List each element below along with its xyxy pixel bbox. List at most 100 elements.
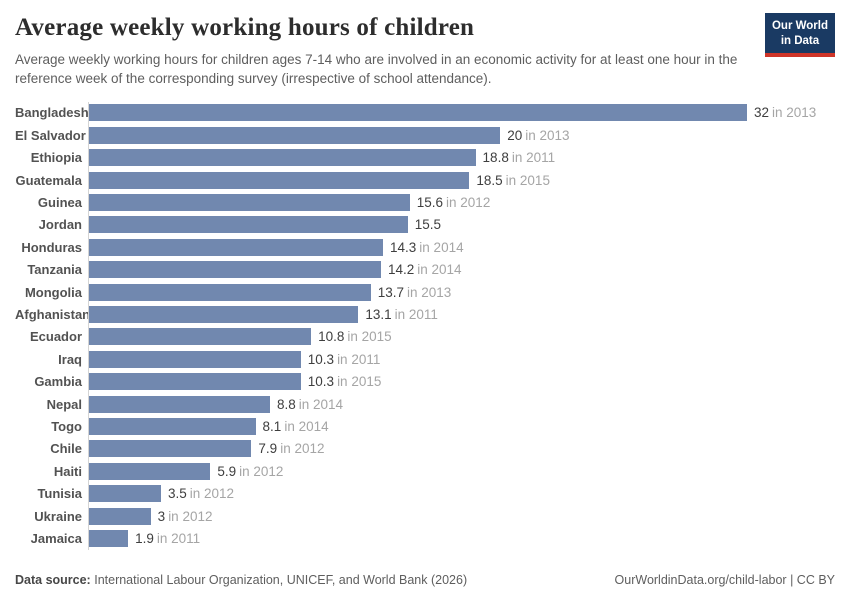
chart-row: Afghanistan 13.1 in 2011 bbox=[15, 303, 835, 326]
value-label: 18.5 bbox=[476, 172, 503, 188]
bar[interactable] bbox=[89, 283, 371, 301]
year-label: in 2014 bbox=[284, 418, 329, 434]
value-label: 13.7 bbox=[377, 284, 404, 300]
owid-logo-line1: Our World bbox=[771, 20, 828, 32]
value-label: 10.3 bbox=[307, 374, 335, 390]
chart-row: Ukraine 3 in 2012 bbox=[15, 504, 835, 528]
country-label: Ukraine bbox=[34, 508, 82, 524]
value-label: 10.8 bbox=[318, 329, 345, 345]
bar[interactable] bbox=[89, 462, 211, 480]
footer-link[interactable]: OurWorldinData.org/child-labor | CC BY bbox=[614, 573, 835, 587]
value-label: 1.9 bbox=[135, 530, 154, 546]
chart-row: Haiti 5.9 in 2012 bbox=[15, 460, 835, 483]
value-annotation: 10.8 in 2015 bbox=[318, 329, 392, 344]
value-annotation: 10.3 in 2011 bbox=[308, 352, 381, 367]
bar[interactable] bbox=[89, 440, 252, 458]
value-annotation: 15.6 in 2012 bbox=[417, 195, 491, 210]
value-annotation: 32 in 2013 bbox=[754, 105, 816, 120]
bar-track: 8.8 in 2014 bbox=[88, 392, 835, 416]
bar-track: 7.9 in 2012 bbox=[88, 437, 835, 461]
bar-track: 13.7 in 2013 bbox=[88, 280, 835, 304]
bar-track: 10.3 in 2011 bbox=[88, 348, 835, 371]
value-label: 15.6 bbox=[416, 195, 444, 211]
bar[interactable] bbox=[89, 485, 161, 503]
country-label: Ethiopia bbox=[30, 150, 82, 166]
bar-track: 5.9 in 2012 bbox=[88, 460, 835, 483]
bar[interactable] bbox=[89, 216, 408, 234]
bar[interactable] bbox=[89, 350, 301, 368]
bar-track: 3 in 2012 bbox=[88, 504, 835, 528]
value-annotation: 1.9 in 2011 bbox=[135, 531, 200, 546]
chart-row: Gambia 10.3 in 2015 bbox=[15, 370, 835, 393]
year-label: in 2012 bbox=[280, 441, 325, 457]
year-label: in 2011 bbox=[156, 530, 201, 546]
chart-row: Honduras 14.3 in 2014 bbox=[15, 236, 835, 259]
value-annotation: 10.3 in 2015 bbox=[308, 374, 382, 389]
bar[interactable] bbox=[89, 373, 301, 391]
year-label: in 2012 bbox=[189, 486, 235, 502]
year-label: in 2015 bbox=[337, 374, 382, 390]
year-label: in 2014 bbox=[298, 396, 344, 412]
value-label: 18.8 bbox=[482, 150, 509, 166]
chart-row: El Salvador 20 in 2013 bbox=[15, 124, 835, 147]
chart-row: Bangladesh 32 in 2013 bbox=[15, 101, 835, 125]
value-label: 3.5 bbox=[167, 486, 187, 502]
chart-row: Ethiopia 18.8 in 2011 bbox=[15, 146, 835, 169]
chart-row: Togo 8.1 in 2014 bbox=[15, 415, 835, 438]
chart-row: Tunisia 3.5 in 2012 bbox=[15, 482, 835, 505]
bar[interactable] bbox=[89, 238, 384, 256]
bar-track: 15.6 in 2012 bbox=[88, 191, 835, 214]
bar[interactable] bbox=[89, 261, 381, 279]
year-label: in 2014 bbox=[417, 262, 462, 278]
country-label: Haiti bbox=[53, 463, 82, 479]
bar-track: 14.3 in 2014 bbox=[88, 236, 835, 259]
country-label: Guinea bbox=[37, 195, 82, 211]
bar[interactable] bbox=[89, 305, 359, 323]
value-annotation: 13.1 in 2011 bbox=[365, 307, 438, 322]
value-annotation: 15.5 bbox=[415, 217, 444, 232]
value-annotation: 7.9 in 2012 bbox=[258, 441, 324, 456]
chart-subtitle: Average weekly working hours for childre… bbox=[15, 52, 738, 86]
country-label: Tunisia bbox=[37, 486, 82, 502]
chart-row: Ecuador 10.8 in 2015 bbox=[15, 325, 835, 349]
bar[interactable] bbox=[89, 417, 256, 435]
bar-track: 8.1 in 2014 bbox=[88, 415, 835, 438]
value-annotation: 5.9 in 2012 bbox=[217, 464, 283, 479]
data-source-text: International Labour Organization, UNICE… bbox=[94, 573, 468, 587]
bar-track: 1.9 in 2011 bbox=[88, 527, 835, 550]
bar[interactable] bbox=[89, 529, 129, 547]
value-label: 20 bbox=[507, 127, 523, 143]
bar[interactable] bbox=[89, 104, 747, 122]
bar[interactable] bbox=[89, 395, 270, 413]
value-label: 14.2 bbox=[387, 262, 415, 278]
country-label: Honduras bbox=[21, 239, 82, 255]
value-label: 10.3 bbox=[307, 351, 335, 367]
chart-row: Iraq 10.3 in 2011 bbox=[15, 348, 835, 371]
chart-header: Average weekly working hours of children… bbox=[0, 0, 850, 89]
country-label: Iraq bbox=[58, 351, 82, 367]
bar[interactable] bbox=[89, 126, 501, 144]
year-label: in 2013 bbox=[406, 284, 452, 300]
country-label: El Salvador bbox=[15, 127, 86, 143]
bar-track: 32 in 2013 bbox=[88, 101, 835, 125]
bar[interactable] bbox=[89, 171, 470, 189]
bar[interactable] bbox=[89, 507, 151, 525]
value-label: 8.8 bbox=[276, 396, 296, 412]
value-annotation: 8.8 in 2014 bbox=[277, 397, 343, 412]
bar-track: 20 in 2013 bbox=[88, 124, 835, 147]
year-label: in 2015 bbox=[347, 329, 392, 345]
bar-track: 14.2 in 2014 bbox=[88, 258, 835, 281]
bar[interactable] bbox=[89, 328, 312, 346]
bar[interactable] bbox=[89, 149, 476, 167]
value-annotation: 3.5 in 2012 bbox=[168, 486, 234, 501]
chart-row: Jordan 15.5 bbox=[15, 213, 835, 237]
bar[interactable] bbox=[89, 194, 410, 212]
year-label: in 2015 bbox=[505, 172, 550, 188]
chart-row: Jamaica 1.9 in 2011 bbox=[15, 527, 835, 550]
chart-row: Guatemala 18.5 in 2015 bbox=[15, 168, 835, 192]
bar-track: 10.3 in 2015 bbox=[88, 370, 835, 393]
chart-row: Chile 7.9 in 2012 bbox=[15, 437, 835, 461]
value-annotation: 18.5 in 2015 bbox=[476, 173, 550, 188]
chart-rows: Bangladesh 32 in 2013 El Salvador 20 in 20… bbox=[15, 101, 835, 550]
